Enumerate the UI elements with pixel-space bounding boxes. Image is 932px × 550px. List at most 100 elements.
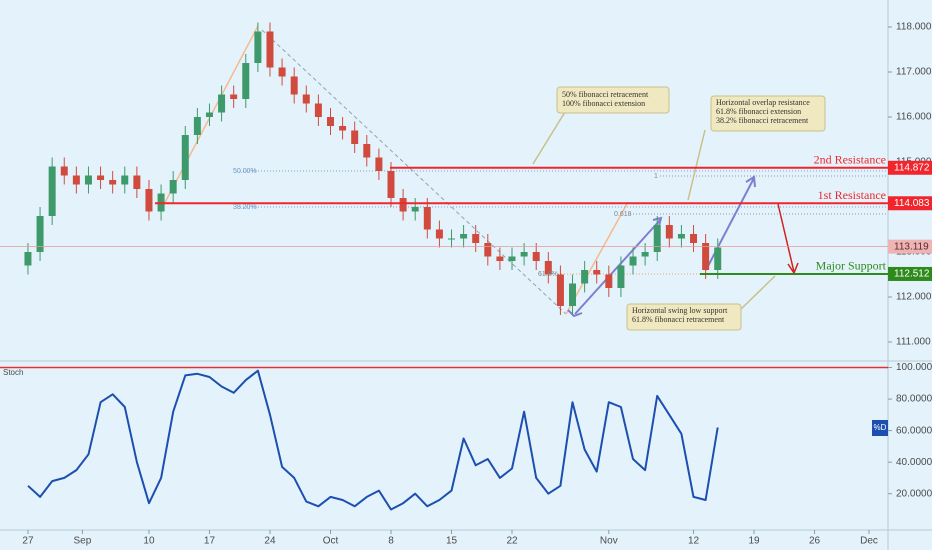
x-tick-label: 8 <box>388 536 394 547</box>
y-tick-label: 118.000 <box>896 22 932 33</box>
drawings <box>159 25 888 331</box>
candle-body <box>581 270 589 284</box>
candle-body <box>532 252 540 261</box>
x-tick-label: Dec <box>860 536 878 547</box>
candle-body <box>653 225 661 252</box>
x-tick-label: 10 <box>143 536 155 547</box>
candle-body <box>665 225 673 239</box>
candle-body <box>97 175 105 180</box>
candle-body <box>351 130 359 144</box>
last-price-label: 113.119 <box>894 241 929 252</box>
candle-body <box>508 256 516 261</box>
candle-body <box>145 189 153 212</box>
candle-body <box>363 144 371 158</box>
callout-pointer <box>739 275 776 311</box>
candle-body <box>230 94 238 99</box>
y-tick-label: 20.0000 <box>896 488 932 499</box>
x-tick-label: Nov <box>600 536 618 547</box>
fib-arrow <box>565 201 629 315</box>
callout-box <box>556 86 670 114</box>
x-tick-label: 24 <box>264 536 276 547</box>
level-price-box <box>888 160 932 175</box>
callout-box <box>626 303 742 331</box>
target-arrow <box>777 203 795 273</box>
candle-body <box>60 166 68 176</box>
last-price-box <box>888 239 932 254</box>
candle-body <box>339 126 347 131</box>
arrow-head <box>652 216 663 227</box>
arrow-head <box>567 309 583 318</box>
stoch-line <box>27 369 719 511</box>
candle-body <box>544 261 552 275</box>
candle-body <box>677 234 685 239</box>
x-tick-label: 15 <box>446 536 458 547</box>
callout-text: Horizontal overlap resistance <box>716 98 810 107</box>
fib-label: 1 <box>654 173 658 180</box>
callout-text: 100% fibonacci extension <box>562 99 645 108</box>
x-tick-label: 12 <box>688 536 700 547</box>
candle-body <box>205 112 213 117</box>
candle-body <box>448 238 456 240</box>
candle-body <box>375 157 383 171</box>
fib-label: 50.00% <box>233 168 257 175</box>
x-tick-label: 19 <box>748 536 760 547</box>
y-tick-label: 80.0000 <box>896 394 932 405</box>
level-price-box <box>888 266 932 281</box>
candle-body <box>435 229 443 239</box>
candle-body <box>484 243 492 257</box>
y-tick-label: 116.000 <box>896 112 932 123</box>
callout-text: 61.8% fibonacci extension <box>716 107 801 116</box>
x-tick-label: 22 <box>506 536 518 547</box>
callout-text: 50% fibonacci retracement <box>562 90 649 99</box>
y-tick-label: 60.0000 <box>896 425 932 436</box>
candle-body <box>72 175 80 185</box>
y-tick-label: 112.000 <box>896 292 932 303</box>
y-tick-label: 40.0000 <box>896 457 932 468</box>
candle-body <box>326 117 334 126</box>
candle-body <box>387 171 395 198</box>
y-tick-label: 117.000 <box>896 67 932 78</box>
candle-body <box>218 94 226 113</box>
candle-body <box>181 135 189 180</box>
projection-arrow <box>705 177 755 271</box>
candle-body <box>496 256 504 261</box>
x-tick-label: Oct <box>323 536 339 547</box>
candle-body <box>605 274 613 288</box>
candle-body <box>193 117 201 135</box>
candle-body <box>48 166 56 216</box>
candle-body <box>690 234 698 243</box>
callout-pointer <box>532 111 566 165</box>
callout-text: 61.8% fibonacci retracement <box>632 315 725 324</box>
candle-body <box>314 103 322 117</box>
candle-body <box>84 175 92 185</box>
candle-body <box>556 274 564 306</box>
candle-body <box>629 256 637 266</box>
level-price-box <box>888 196 932 211</box>
fib-label: 61.8% <box>538 271 558 278</box>
fib-label: 0.618 <box>614 211 632 218</box>
x-tick-label: 26 <box>809 536 821 547</box>
candle-body <box>399 198 407 212</box>
level-name: Major Support <box>816 259 887 273</box>
candle-body <box>411 207 419 212</box>
candle-body <box>278 67 286 77</box>
candle-body <box>266 31 274 68</box>
callout-box <box>710 95 826 132</box>
callout-pointer <box>687 129 706 201</box>
candle-body <box>520 252 528 257</box>
level-price-label: 114.083 <box>894 198 930 209</box>
arrow-head <box>745 175 756 188</box>
callout-text: 38.2% fibonacci retracement <box>716 116 809 125</box>
candle-body <box>254 31 262 63</box>
candle-body <box>617 265 625 288</box>
fib-label: 38.20% <box>233 204 257 211</box>
candle-body <box>472 234 480 243</box>
candle-body <box>641 252 649 257</box>
candle-body <box>109 180 117 185</box>
candle-body <box>36 216 44 252</box>
candle-body <box>133 175 141 189</box>
candle-body <box>460 234 468 239</box>
y-tick-label: 100.0000 <box>896 362 932 373</box>
